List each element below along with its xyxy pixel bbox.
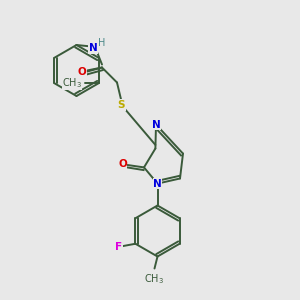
Text: CH$_3$: CH$_3$ <box>62 76 82 90</box>
Text: S: S <box>118 100 125 110</box>
Text: H: H <box>98 38 105 48</box>
Text: N: N <box>153 178 162 189</box>
Text: O: O <box>77 67 86 77</box>
Text: N: N <box>152 119 160 130</box>
Text: F: F <box>116 242 122 252</box>
Text: CH$_3$: CH$_3$ <box>145 272 164 286</box>
Text: N: N <box>88 43 98 53</box>
Text: O: O <box>118 159 127 170</box>
